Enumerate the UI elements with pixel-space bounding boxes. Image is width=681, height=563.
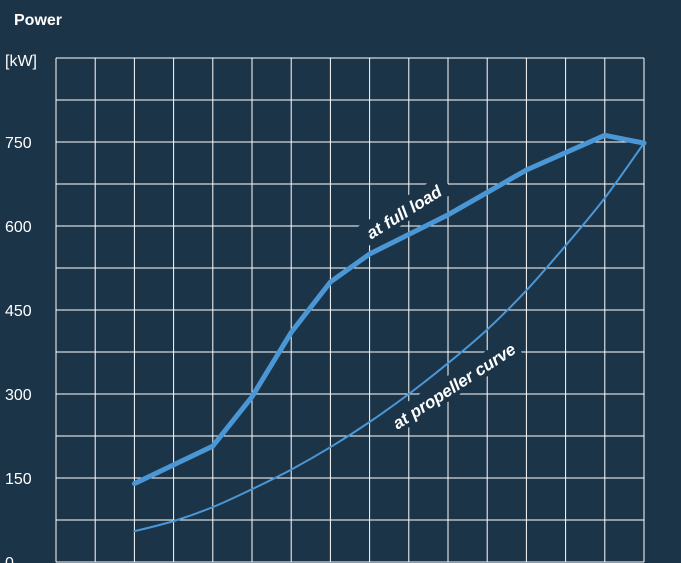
y-axis-unit-label: [kW]	[5, 53, 37, 70]
annotation-background	[353, 174, 454, 249]
annotation-propeller-curve: at propeller curve	[384, 335, 523, 436]
y-axis-ticks: 0 150 300 450 600 750	[5, 135, 32, 563]
y-tick-label: 0	[5, 555, 14, 563]
series-line-full-load	[131, 132, 647, 487]
y-tick-label: 600	[5, 219, 32, 236]
chart-title: Power	[14, 12, 62, 29]
y-tick-label: 150	[5, 471, 32, 488]
y-tick-label: 750	[5, 135, 32, 152]
chart-series	[131, 132, 647, 533]
y-tick-label: 300	[5, 387, 32, 404]
series-line-propeller-curve	[133, 142, 645, 533]
y-tick-label: 450	[5, 303, 32, 320]
annotation-background	[384, 335, 523, 436]
chart-grid	[55, 57, 645, 563]
